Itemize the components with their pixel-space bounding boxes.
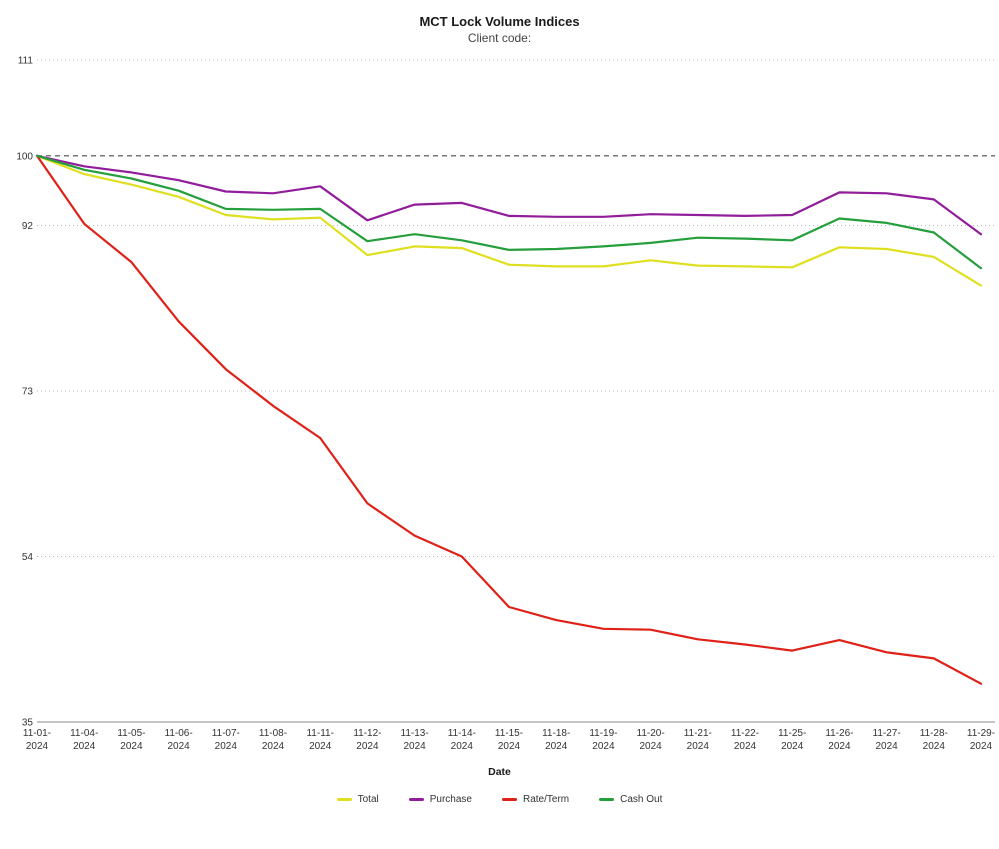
x-tick-label: 11-11-2024 <box>306 728 333 752</box>
x-tick-label: 11-25-2024 <box>778 728 806 752</box>
legend-label: Purchase <box>429 794 472 805</box>
chart-title: MCT Lock Volume Indices <box>419 14 580 29</box>
x-tick-label: 11-27-2024 <box>873 728 901 752</box>
series-line-purchase <box>35 154 983 236</box>
legend-item-total: Total <box>336 794 379 805</box>
x-tick-label: 11-21-2024 <box>684 728 712 752</box>
legend-label: Cash Out <box>620 794 663 805</box>
x-tick-label: 11-12-2024 <box>353 728 381 752</box>
y-tick-label: 35 <box>22 718 34 729</box>
x-tick-label: 11-18-2024 <box>542 728 570 752</box>
x-tick-label: 11-07-2024 <box>212 728 240 752</box>
x-tick-label: 11-05-2024 <box>117 728 145 752</box>
legend: Total Purchase Rate/Term Cash Out <box>0 794 999 805</box>
x-tick-label: 11-13-2024 <box>401 728 429 752</box>
x-tick-label: 11-22-2024 <box>731 728 759 752</box>
series-line-rate-term <box>35 154 983 685</box>
legend-marker-icon <box>336 798 352 801</box>
legend-item-cash-out: Cash Out <box>599 794 662 805</box>
legend-label: Total <box>357 794 379 805</box>
chart-subtitle: Client code: <box>467 31 532 45</box>
y-tick-label: 73 <box>22 387 34 398</box>
series-line-cash-out <box>35 154 983 270</box>
y-tick-label: 54 <box>22 552 34 563</box>
x-tick-label: 11-14-2024 <box>448 728 476 752</box>
x-tick-label: 11-19-2024 <box>589 728 617 752</box>
legend-label: Rate/Term <box>523 794 570 805</box>
series-line-total <box>35 154 983 287</box>
legend-marker-icon <box>502 798 517 801</box>
legend-marker-icon <box>599 798 615 801</box>
y-tick-label: 92 <box>22 221 34 232</box>
y-tick-label: 100 <box>16 151 33 162</box>
x-tick-label: 11-06-2024 <box>165 728 193 752</box>
x-tick-label: 11-28-2024 <box>920 728 948 752</box>
x-tick-label: 11-29-2024 <box>967 728 995 752</box>
line-chart: 35 54 73 92 100 111 11-01-2024 11-04-2024 11-05-… <box>16 56 995 753</box>
x-tick-label: 11-26-2024 <box>825 728 853 752</box>
x-axis-title: Date <box>488 766 511 778</box>
legend-marker-icon <box>408 798 424 801</box>
x-tick-label: 11-08-2024 <box>259 728 287 752</box>
x-tick-label: 11-01-2024 <box>23 728 51 752</box>
x-tick-label: 11-20-2024 <box>637 728 665 752</box>
legend-item-purchase: Purchase <box>408 794 472 805</box>
x-tick-label: 11-04-2024 <box>70 728 98 752</box>
legend-item-rate-term: Rate/Term <box>502 794 569 805</box>
x-tick-label: 11-15-2024 <box>495 728 523 752</box>
y-tick-label: 111 <box>18 56 34 67</box>
